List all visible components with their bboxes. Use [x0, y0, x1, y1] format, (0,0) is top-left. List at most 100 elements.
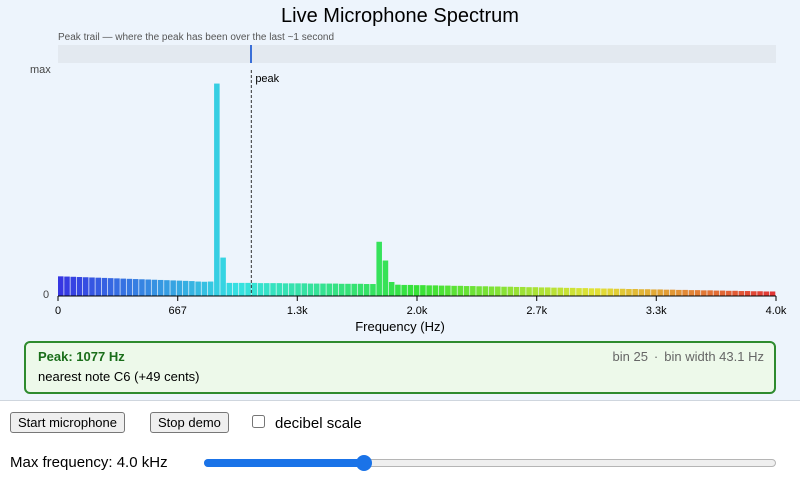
- spectrum-bar: [701, 290, 707, 296]
- spectrum-bar: [488, 286, 495, 296]
- spectrum-bar: [445, 285, 451, 296]
- x-tick-label: 3.3k: [646, 305, 667, 317]
- spectrum-bar: [176, 280, 183, 296]
- spectrum-bar: [732, 290, 738, 296]
- spectrum-bar: [326, 283, 333, 296]
- spectrum-bar: [264, 283, 270, 296]
- spectrum-bar: [626, 288, 632, 296]
- spectrum-bar: [382, 260, 389, 296]
- spectrum-bar: [607, 288, 613, 296]
- spectrum-bar: [351, 283, 357, 296]
- spectrum-bar: [694, 290, 701, 296]
- spectrum-bar: [482, 286, 489, 296]
- start-microphone-button[interactable]: Start microphone: [10, 412, 125, 433]
- spectrum-bar: [657, 289, 663, 296]
- controls-panel: Start microphone Stop demo decibel scale…: [0, 400, 800, 493]
- spectrum-bar: [507, 286, 514, 296]
- max-frequency-slider-thumb[interactable]: [356, 455, 373, 471]
- spectrum-bar: [357, 283, 364, 296]
- x-tick-label: 0: [55, 305, 61, 317]
- spectrum-bar: [289, 283, 295, 296]
- spectrum-bar: [126, 278, 133, 296]
- x-tick-label: 1.3k: [287, 305, 308, 317]
- spectrum-bar: [195, 281, 201, 296]
- spectrum-bar: [95, 277, 101, 296]
- spectrum-bar: [295, 283, 301, 296]
- spectrum-bar: [613, 288, 620, 296]
- nearest-note: nearest note C6 (+49 cents): [38, 369, 200, 384]
- spectrum-bar: [763, 291, 770, 296]
- spectrum-panel: Live Microphone Spectrum Peak trail — wh…: [0, 0, 800, 400]
- x-tick-label: 4.0k: [766, 305, 787, 317]
- x-tick-label: 2.7k: [526, 305, 547, 317]
- spectrum-bar: [769, 291, 776, 296]
- spectrum-bar: [345, 283, 351, 296]
- spectrum-bar: [520, 286, 526, 296]
- spectrum-bar: [282, 283, 289, 296]
- spectrum-bar: [538, 287, 545, 296]
- spectrum-bar: [182, 280, 189, 296]
- separator-dot: ·: [653, 349, 659, 364]
- spectrum-bar: [245, 282, 251, 296]
- peak-frequency: Peak: 1077 Hz: [38, 349, 125, 364]
- peak-marker-label: peak: [255, 73, 279, 85]
- spectrum-bar: [669, 289, 676, 296]
- spectrum-bar: [220, 257, 226, 296]
- spectrum-bar: [301, 283, 308, 296]
- spectrum-bar: [270, 283, 276, 296]
- spectrum-bar: [214, 83, 220, 296]
- spectrum-bar: [651, 289, 657, 296]
- spectrum-bar: [76, 277, 83, 296]
- bin-width: bin width 43.1 Hz: [664, 349, 764, 364]
- spectrum-bar: [307, 283, 314, 296]
- spectrum-bar: [588, 288, 595, 296]
- y-zero-label: 0: [43, 289, 50, 301]
- spectrum-bar: [232, 282, 239, 296]
- spectrum-bar: [226, 282, 233, 296]
- spectrum-bar: [676, 289, 682, 296]
- spectrum-bar: [64, 276, 70, 296]
- spectrum-bar: [401, 284, 407, 296]
- spectrum-bar: [257, 283, 264, 296]
- spectrum-bar: [395, 284, 401, 296]
- spectrum-bar: [207, 281, 214, 296]
- spectrum-bar: [114, 278, 120, 296]
- spectrum-bar: [526, 287, 532, 296]
- spectrum-bar: [601, 288, 607, 296]
- spectrum-bar: [89, 277, 95, 296]
- spectrum-bar: [682, 289, 688, 296]
- spectrum-bar: [151, 279, 158, 296]
- spectrum-bar: [320, 283, 326, 296]
- spectrum-bar: [120, 278, 126, 296]
- spectrum-bar: [470, 286, 476, 296]
- spectrum-bar: [189, 281, 195, 296]
- spectrum-bar: [451, 285, 457, 296]
- decibel-scale-checkbox[interactable]: [252, 415, 265, 428]
- spectrum-bar: [332, 283, 339, 296]
- bin-index: bin 25: [612, 349, 648, 364]
- spectrum-bar: [744, 291, 751, 296]
- spectrum-bar: [757, 291, 763, 296]
- spectrum-bar: [145, 279, 151, 296]
- spectrum-bar: [569, 287, 576, 296]
- spectrum-bar: [132, 279, 139, 296]
- peak-trail-caption: Peak trail — where the peak has been ove…: [58, 32, 335, 43]
- spectrum-chart: 0 667 1.3k 2.0k 2.7k 3.3k 4.0k peak: [55, 70, 787, 317]
- spectrum-bar: [544, 287, 551, 296]
- spectrum-bar: [58, 276, 64, 296]
- spectrum-bar: [407, 284, 414, 296]
- spectrum-bar: [594, 288, 601, 296]
- peak-info-box: Peak: 1077 Hz nearest note C6 (+49 cents…: [24, 341, 776, 394]
- spectrum-bar: [619, 288, 626, 296]
- spectrum-bar: [644, 289, 651, 296]
- max-frequency-label: Max frequency: 4.0 kHz: [10, 454, 168, 471]
- spectrum-bar: [457, 285, 464, 296]
- spectrum-bar: [276, 283, 283, 296]
- spectrum-bar: [157, 279, 164, 296]
- spectrum-bar: [313, 283, 320, 296]
- peak-trail-bar: [58, 45, 776, 63]
- stop-demo-button[interactable]: Stop demo: [150, 412, 229, 433]
- spectrum-bar: [688, 290, 695, 296]
- spectrum-bar: [239, 282, 245, 296]
- spectrum-bar: [420, 285, 426, 296]
